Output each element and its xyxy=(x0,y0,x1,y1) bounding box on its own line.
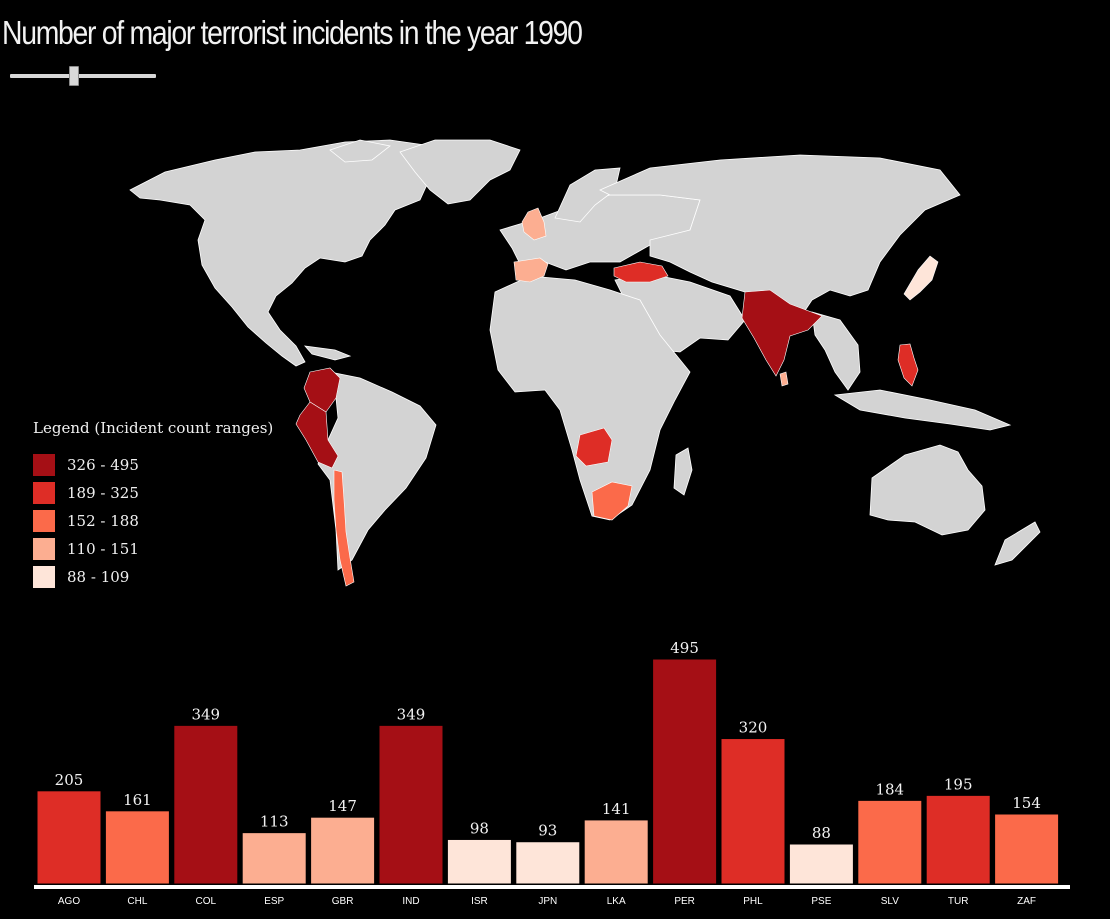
bar-chart: 205 AGO 161 CHL 349 COL 113 ESP 147 GBR 349 IND 98 IS… xyxy=(34,639,1070,907)
region-north-america[interactable] xyxy=(129,139,446,367)
legend-swatch xyxy=(33,510,55,532)
region-scandinavia[interactable] xyxy=(554,167,621,223)
bar-pse[interactable] xyxy=(788,843,854,885)
legend-item: 189 - 325 xyxy=(33,479,273,507)
year-slider-track[interactable] xyxy=(10,74,156,78)
bar-tur[interactable] xyxy=(925,794,991,885)
bar-value-label: 98 xyxy=(470,819,489,837)
bar-value-label: 205 xyxy=(55,771,84,789)
legend-label: 110 - 151 xyxy=(67,540,139,558)
legend-swatch xyxy=(33,566,55,588)
x-tick-label: TUR xyxy=(948,896,969,907)
bar-slv[interactable] xyxy=(857,799,923,885)
country-zaf[interactable] xyxy=(591,481,633,521)
x-tick-label: PHL xyxy=(743,896,763,907)
country-ago[interactable] xyxy=(575,427,613,467)
bar-value-label: 320 xyxy=(739,719,768,737)
bar-value-label: 349 xyxy=(397,705,426,723)
country-col[interactable] xyxy=(303,367,341,413)
bar-ago[interactable] xyxy=(36,790,102,885)
bar-value-label: 147 xyxy=(328,797,357,815)
legend-item: 110 - 151 xyxy=(33,535,273,563)
bar-value-label: 113 xyxy=(260,813,289,831)
x-tick-label: IND xyxy=(402,896,419,907)
bar-gbr[interactable] xyxy=(310,816,376,885)
x-tick-label: ZAF xyxy=(1017,896,1036,907)
country-esp[interactable] xyxy=(513,257,549,283)
bar-per[interactable] xyxy=(652,658,718,885)
region-arctic-islands[interactable] xyxy=(329,139,391,163)
region-southeast-asia[interactable] xyxy=(811,311,861,391)
x-tick-label: CHL xyxy=(127,896,147,907)
country-phl[interactable] xyxy=(897,343,919,387)
x-tick-label: GBR xyxy=(332,896,354,907)
bar-zaf[interactable] xyxy=(994,813,1060,885)
year-slider-thumb[interactable] xyxy=(69,66,80,86)
bar-esp[interactable] xyxy=(241,832,307,885)
legend-swatch xyxy=(33,538,55,560)
country-per[interactable] xyxy=(295,401,339,469)
legend-title: Legend (Incident count ranges) xyxy=(33,419,274,437)
legend: Legend (Incident count ranges) 326 - 495… xyxy=(33,419,273,591)
x-axis-line xyxy=(34,885,1070,889)
bar-value-label: 161 xyxy=(123,791,152,809)
x-tick-label: JPN xyxy=(538,896,557,907)
legend-swatch xyxy=(33,482,55,504)
x-tick-label: ESP xyxy=(264,896,284,907)
country-tur[interactable] xyxy=(613,261,669,283)
bar-value-label: 495 xyxy=(670,639,699,657)
region-indonesia[interactable] xyxy=(833,389,1012,431)
region-caribbean[interactable] xyxy=(303,345,352,361)
bar-value-label: 141 xyxy=(602,800,631,818)
x-tick-label: AGO xyxy=(58,896,80,907)
x-tick-label: COL xyxy=(196,896,217,907)
bar-phl[interactable] xyxy=(720,738,786,885)
bar-value-label: 93 xyxy=(538,822,557,840)
country-ind[interactable] xyxy=(741,289,823,377)
bar-ind[interactable] xyxy=(378,724,444,885)
legend-item: 326 - 495 xyxy=(33,451,273,479)
x-tick-label: LKA xyxy=(607,896,626,907)
bar-lka[interactable] xyxy=(583,819,649,885)
legend-label: 88 - 109 xyxy=(67,568,130,586)
world-map[interactable] xyxy=(0,130,1110,600)
country-lka[interactable] xyxy=(779,371,789,387)
bar-col[interactable] xyxy=(173,724,239,885)
bar-value-label: 195 xyxy=(944,775,973,793)
bar-chl[interactable] xyxy=(104,810,170,885)
page-title: Number of major terrorist incidents in t… xyxy=(2,14,583,51)
region-new-zealand[interactable] xyxy=(994,521,1041,566)
year-slider[interactable] xyxy=(10,66,156,86)
map-land xyxy=(129,139,1041,571)
x-tick-label: PSE xyxy=(811,896,831,907)
bar-jpn[interactable] xyxy=(515,841,581,885)
legend-items: 326 - 495 189 - 325 152 - 188 110 - 151 … xyxy=(33,451,273,591)
legend-swatch xyxy=(33,454,55,476)
region-australia[interactable] xyxy=(869,444,986,536)
country-jpn[interactable] xyxy=(903,255,939,301)
map-highlight-countries xyxy=(295,207,939,587)
x-tick-label: PER xyxy=(674,896,695,907)
bar-value-label: 184 xyxy=(875,780,904,798)
x-tick-label: ISR xyxy=(471,896,488,907)
region-asia[interactable] xyxy=(599,154,961,319)
legend-label: 189 - 325 xyxy=(67,484,139,502)
region-africa[interactable] xyxy=(489,275,691,521)
region-south-america[interactable] xyxy=(317,371,437,571)
region-greenland[interactable] xyxy=(399,139,521,205)
country-chl[interactable] xyxy=(333,469,355,587)
legend-item: 88 - 109 xyxy=(33,563,273,591)
region-madagascar[interactable] xyxy=(673,447,693,496)
legend-label: 326 - 495 xyxy=(67,456,139,474)
legend-item: 152 - 188 xyxy=(33,507,273,535)
x-tick-label: SLV xyxy=(881,896,899,907)
bar-value-label: 88 xyxy=(812,824,831,842)
country-gbr[interactable] xyxy=(521,207,547,241)
bar-value-label: 154 xyxy=(1012,794,1041,812)
bar-isr[interactable] xyxy=(446,838,512,885)
legend-label: 152 - 188 xyxy=(67,512,139,530)
bar-value-label: 349 xyxy=(191,705,220,723)
